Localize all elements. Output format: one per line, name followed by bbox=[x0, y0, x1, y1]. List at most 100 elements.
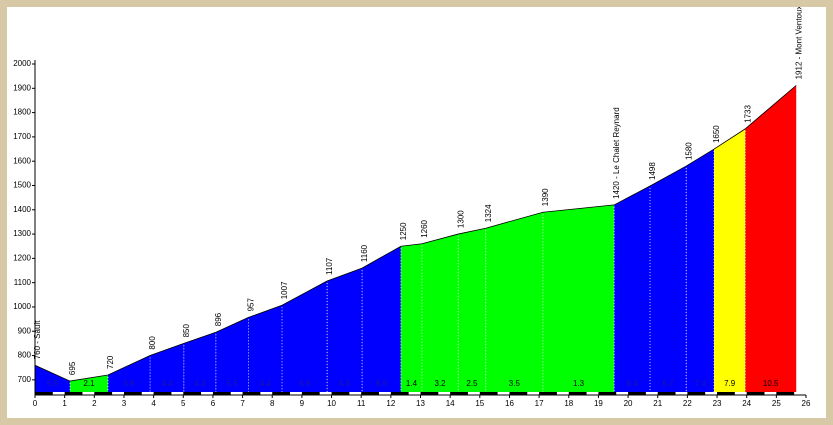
gradient-label: 10.5 bbox=[763, 379, 779, 388]
elevation-label: 850 bbox=[182, 324, 191, 338]
scale-stripe bbox=[35, 392, 53, 395]
profile-segment bbox=[69, 374, 108, 392]
profile-segment bbox=[542, 204, 615, 392]
scale-stripe bbox=[361, 392, 379, 395]
x-tick-label: 4 bbox=[151, 399, 156, 408]
scale-stripe bbox=[183, 392, 202, 395]
x-tick-label: 18 bbox=[564, 399, 573, 408]
y-tick-label: 1000 bbox=[13, 302, 31, 311]
scale-stripe bbox=[420, 392, 439, 395]
gradient-label: 5.5 bbox=[227, 379, 239, 388]
scale-stripe bbox=[657, 392, 676, 395]
scale-stripe bbox=[301, 392, 320, 395]
y-tick-label: 800 bbox=[18, 351, 32, 360]
gradient-label: 4.3 bbox=[194, 379, 206, 388]
scale-stripe bbox=[450, 392, 468, 395]
elevation-label: 1580 bbox=[684, 142, 693, 160]
elevation-label: 1160 bbox=[360, 244, 369, 262]
gradient-label: 7.9 bbox=[724, 379, 736, 388]
profile-segment bbox=[35, 365, 70, 392]
elevation-label: 1107 bbox=[325, 257, 334, 275]
gradient-label: 3.2 bbox=[435, 379, 447, 388]
x-tick-label: 8 bbox=[270, 399, 275, 408]
gradient-label: 4.5 bbox=[339, 379, 351, 388]
scale-stripe bbox=[746, 392, 765, 395]
elevation-label: 1420 - Le Chalet Reynard bbox=[612, 107, 621, 199]
scale-stripe bbox=[598, 392, 617, 395]
x-tick-label: 12 bbox=[386, 399, 395, 408]
scale-stripe bbox=[272, 392, 291, 395]
gradient-label: 4.4 bbox=[161, 379, 173, 388]
y-tick-label: 1200 bbox=[13, 253, 31, 262]
elevation-label: 1260 bbox=[420, 219, 429, 237]
gradient-label: 6.7 bbox=[663, 379, 675, 388]
elevation-label: 720 bbox=[106, 355, 115, 369]
y-tick-label: 1600 bbox=[13, 156, 31, 165]
elevation-label: 1650 bbox=[712, 125, 721, 143]
scale-stripe bbox=[153, 392, 172, 395]
y-tick-label: 1400 bbox=[13, 205, 31, 214]
profile-segment bbox=[362, 246, 401, 392]
elevation-label: 1324 bbox=[484, 204, 493, 222]
profile-segment bbox=[614, 185, 651, 392]
x-tick-label: 9 bbox=[300, 399, 305, 408]
elevation-label: 760 - Sault bbox=[33, 320, 42, 359]
profile-line bbox=[34, 85, 797, 382]
gradient-label: 5.5 bbox=[47, 379, 59, 388]
elevation-label: 1007 bbox=[280, 281, 289, 299]
scale-stripe bbox=[539, 392, 557, 395]
x-tick-label: 19 bbox=[594, 399, 603, 408]
profile-segment bbox=[650, 166, 687, 392]
scale-stripe bbox=[687, 392, 706, 395]
elevation-label: 896 bbox=[214, 312, 223, 326]
scale-stripe bbox=[331, 392, 350, 395]
gradient-label: 4.4 bbox=[260, 379, 272, 388]
scale-stripe bbox=[568, 392, 587, 395]
y-tick-label: 1500 bbox=[13, 181, 31, 190]
elevation-label: 1390 bbox=[541, 188, 550, 206]
scale-stripe bbox=[628, 392, 646, 395]
x-tick-label: 7 bbox=[240, 399, 245, 408]
profile-segment bbox=[150, 343, 184, 392]
x-tick-label: 21 bbox=[653, 399, 662, 408]
profile-segment bbox=[458, 228, 486, 392]
y-tick-label: 900 bbox=[18, 326, 32, 335]
scale-stripe bbox=[509, 392, 528, 395]
scale-stripe bbox=[717, 392, 735, 395]
x-tick-label: 22 bbox=[683, 399, 692, 408]
x-tick-label: 16 bbox=[505, 399, 514, 408]
elevation-label: 1912 - Mont Ventoux bbox=[794, 6, 803, 80]
x-tick-label: 2 bbox=[92, 399, 97, 408]
scale-stripe bbox=[390, 392, 409, 395]
gradient-label: 5.6 bbox=[123, 379, 135, 388]
profile-segment bbox=[183, 332, 216, 392]
y-tick-label: 2000 bbox=[13, 59, 31, 68]
elevation-label: 1733 bbox=[743, 105, 752, 123]
x-tick-label: 24 bbox=[742, 399, 751, 408]
elevation-label: 1300 bbox=[456, 210, 465, 228]
profile-segment bbox=[400, 243, 422, 392]
x-tick-label: 14 bbox=[446, 399, 455, 408]
y-tick-label: 1900 bbox=[13, 83, 31, 92]
x-tick-label: 10 bbox=[327, 399, 336, 408]
profile-segment bbox=[327, 268, 363, 392]
x-tick-label: 5 bbox=[181, 399, 186, 408]
x-tick-label: 15 bbox=[475, 399, 484, 408]
profile-segment bbox=[282, 280, 328, 392]
scale-stripe bbox=[94, 392, 113, 395]
profile-segment bbox=[248, 305, 283, 392]
scale-stripe bbox=[212, 392, 231, 395]
gradient-label: 1.3 bbox=[573, 379, 585, 388]
y-tick-label: 1800 bbox=[13, 108, 31, 117]
gradient-label: 3.5 bbox=[509, 379, 521, 388]
elevation-label: 1250 bbox=[399, 222, 408, 240]
scale-stripe bbox=[242, 392, 261, 395]
gradient-label: 6.9 bbox=[376, 379, 388, 388]
y-tick-label: 1100 bbox=[14, 278, 32, 287]
scale-stripe bbox=[64, 392, 83, 395]
x-tick-label: 17 bbox=[535, 399, 544, 408]
x-tick-label: 23 bbox=[713, 399, 722, 408]
x-tick-label: 3 bbox=[122, 399, 127, 408]
